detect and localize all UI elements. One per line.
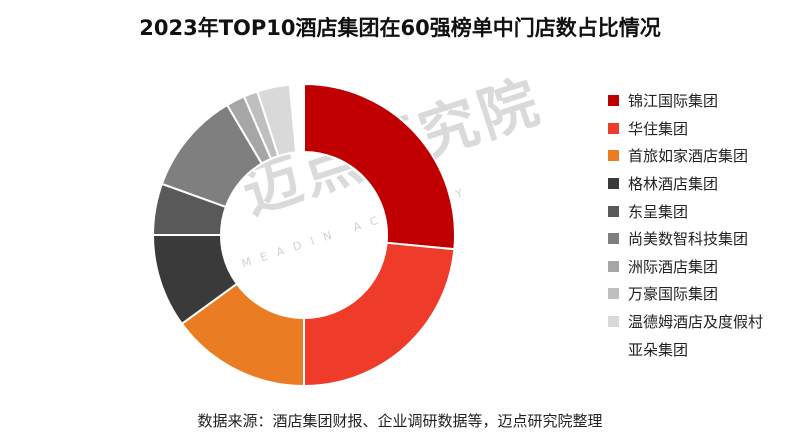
legend-swatch [608,288,619,300]
legend-item: 华住集团 [608,115,763,143]
legend-label: 东呈集团 [628,202,689,221]
legend-item: 锦江国际集团 [608,87,763,115]
legend-swatch [608,95,619,107]
legend-label: 格林酒店集团 [628,175,719,194]
legend-swatch [608,260,619,272]
legend-item: 亚朵集团 [608,335,763,363]
legend: 锦江国际集团 华住集团首旅如家酒店集团 格林酒店集团 东呈集团尚美数智科技集团 洲际酒店… [608,87,763,363]
legend-item: 洲际酒店集团 [608,253,763,281]
legend-item: 东呈集团 [608,197,763,225]
legend-swatch [608,150,619,162]
chart-title: 2023年TOP10酒店集团在60强榜单中门店数占比情况 [139,16,661,40]
legend-item: 首旅如家酒店集团 [608,142,763,170]
legend-item: 格林酒店集团 [608,170,763,198]
legend-label: 亚朵集团 [628,340,689,359]
legend-item: 万豪国际集团 [608,280,763,308]
legend-item: 温德姆酒店及度假村 [608,308,763,336]
legend-label: 尚美数智科技集团 [628,230,749,249]
legend-label: 温德姆酒店及度假村 [628,313,764,332]
legend-swatch [608,122,619,134]
legend-swatch [608,316,619,328]
slice-1 [303,241,456,388]
legend-label: 华住集团 [628,119,689,138]
legend-item: 尚美数智科技集团 [608,225,763,253]
legend-swatch [608,343,619,355]
slice-9 [288,82,305,154]
legend-label: 万豪国际集团 [628,285,719,304]
legend-label: 洲际酒店集团 [628,257,719,276]
slice-0 [303,82,456,251]
source-note: 数据来源：酒店集团财报、企业调研数据等，迈点研究院整理 [197,412,603,430]
legend-label: 锦江国际集团 [628,92,719,111]
legend-swatch [608,233,619,245]
legend-swatch [608,205,619,217]
legend-swatch [608,178,619,190]
legend-label: 首旅如家酒店集团 [628,147,749,166]
